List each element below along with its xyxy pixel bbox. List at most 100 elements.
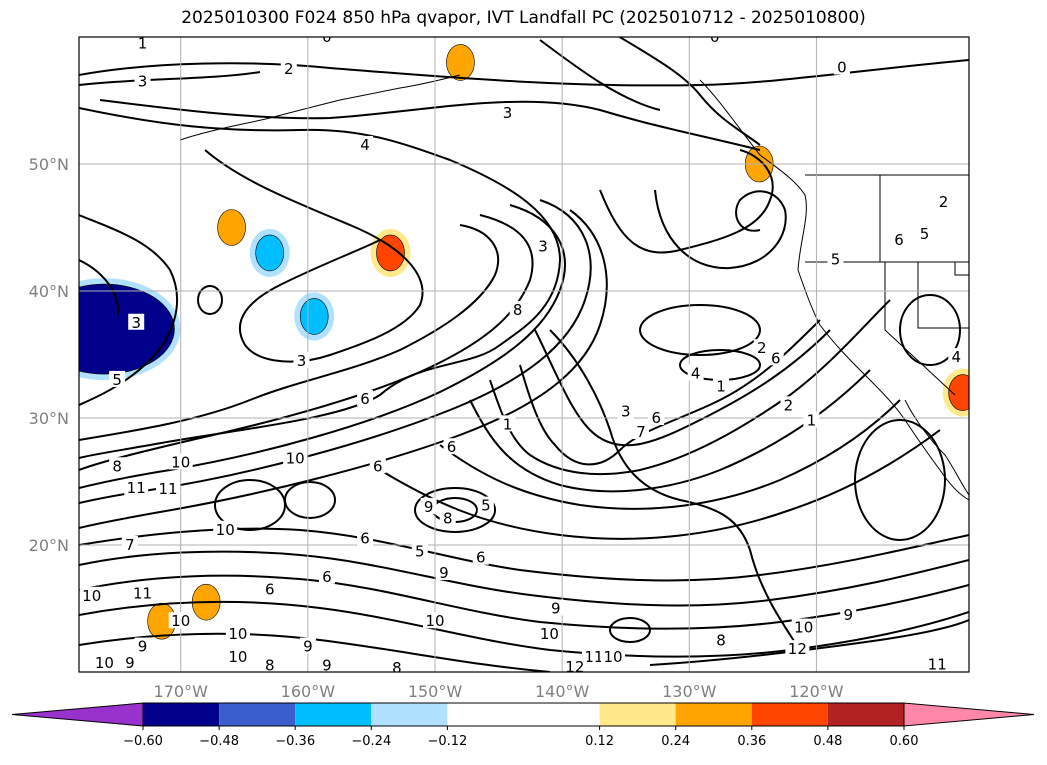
contour-label-bg [687,364,704,381]
contour-label: 9 [303,638,313,656]
contour-label-bg [601,647,625,664]
contour-label: 6 [360,390,370,408]
contour-label-bg [109,370,126,387]
coastline-aleutians [179,74,461,141]
shaded-region [948,374,969,411]
contour-label: 4 [691,365,701,383]
contour-label: 8 [443,509,453,527]
colorbar-tick-label: 0.36 [737,734,766,749]
contour-label: 5 [920,225,930,243]
contour-label: 10 [794,619,813,637]
contour-label-bg [213,520,238,537]
contour-label-bg [121,654,138,671]
contour-line [539,39,661,111]
contour-label-bg [92,654,117,671]
contour-label: 3 [297,352,307,370]
contour-label-bg [156,480,180,497]
contour-label: 5 [481,497,491,515]
contour-lines [79,37,969,672]
contour-label: 6 [771,349,781,367]
contour-line [649,619,969,666]
contour-label-bg [121,536,138,552]
colorbar-segment [447,703,600,726]
contour-label-bg [840,605,857,622]
contour-label: 6 [651,409,661,427]
colorbar-segment [751,703,828,726]
contour-label-bg [443,438,460,455]
contour-label-bg [225,624,250,641]
contour-label-bg [791,618,816,635]
contour-label-bg [388,659,405,672]
contour-label-bg [318,656,335,672]
contour-label: 2 [784,396,794,414]
contour-label-bg [477,496,494,513]
state-border [954,262,969,276]
contour-label-bg [785,640,810,657]
contour-label: 11 [127,479,146,497]
contour-label-bg [780,396,797,413]
colorbar-tick-label: 0.48 [813,734,842,749]
contour-line [599,149,774,254]
colorbar-tick-label: −0.60 [123,734,163,749]
contour-label-bg [168,612,193,629]
contour-line [79,214,534,471]
contour-label-bg [713,377,730,394]
contour-label: 10 [228,625,247,643]
contour-label: 10 [82,587,101,605]
contour-label-bg [948,348,965,365]
contour-line [79,214,178,406]
contour-label: 9 [843,606,853,624]
contour-label: 6 [476,549,486,567]
contour-label-bg [357,389,374,406]
shaded-region [79,283,175,375]
contour-label-bg [299,637,316,654]
contour-label-bg [130,584,155,601]
colorbar-tick-label: −0.48 [199,734,239,749]
contour-loop [609,617,651,643]
contour-line [439,399,901,510]
colorbar-segment [143,703,220,726]
contour-label: 5 [831,250,841,268]
shaded-anomaly-regions [79,38,969,646]
shaded-region [299,298,329,335]
contour-line [379,429,941,540]
y-tick-label: 50°N [29,155,69,174]
y-tick-label: 40°N [29,282,69,301]
contour-label: 7 [125,536,135,554]
contour-line [79,632,551,672]
colorbar-segment [219,703,296,726]
contour-line [654,189,787,270]
contour-label-bg [369,457,386,474]
contour-loop [284,481,336,519]
contour-label: 2 [939,193,949,211]
contour-label-bg [79,586,104,603]
contour-label-bg [283,449,308,466]
contour-label-bg [109,457,126,474]
contour-label: 11 [133,584,152,602]
contour-line [519,319,821,466]
contour-label: 2 [757,339,767,357]
contour-label: 10 [603,648,622,666]
contour-label-bg [499,104,516,121]
contour-loop [854,419,946,541]
contour-label-bg [925,655,950,672]
contour-label-bg [124,478,149,495]
colorbar-tick-label: −0.12 [427,734,467,749]
contour-label: 6 [894,231,904,249]
contour-label: 1 [503,415,513,433]
y-axis-ticks: 20°N 30°N 40°N 50°N [29,155,69,555]
contour-label-bg [420,497,437,514]
contour-label: 11 [158,480,177,498]
shaded-region [376,234,405,272]
contour-label-bg [318,567,335,584]
contour-label-bg [318,37,335,44]
contour-line [489,299,891,476]
coastline-north-america [699,79,969,501]
contour-label-bg [134,37,151,51]
contour-line [204,149,424,363]
contour-label-bg [357,135,374,152]
colorbar-tick-label: −0.36 [275,734,315,749]
contour-label-bg [935,193,952,210]
y-tick-label: 30°N [29,409,69,428]
contour-label: 1 [138,34,148,52]
